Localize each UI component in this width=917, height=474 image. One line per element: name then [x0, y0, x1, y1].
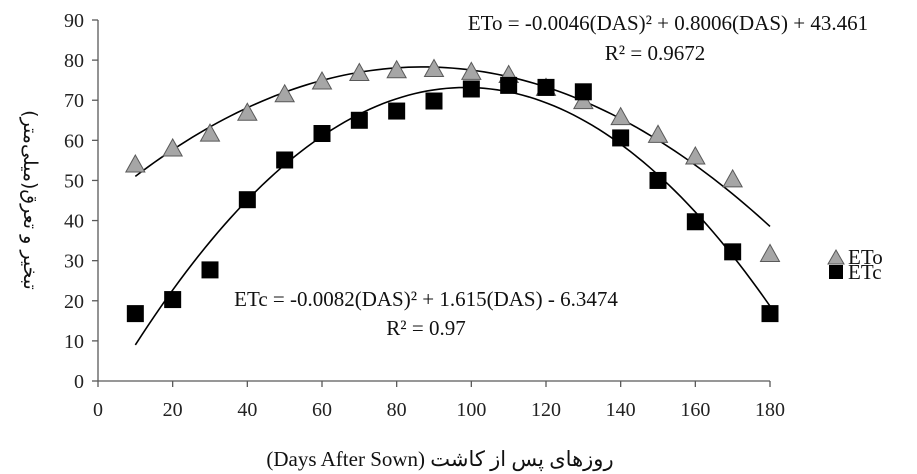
eto-data-point	[647, 124, 669, 143]
x-tick-label: 160	[680, 399, 710, 421]
eto-data-point	[386, 59, 408, 79]
etc-data-point	[388, 102, 406, 120]
etc-data-point	[649, 171, 667, 189]
x-tick-labels: 0 20 40 60 80 100 120 140 160 180	[93, 399, 785, 421]
x-tick-label: 60	[312, 399, 332, 421]
eto-data-point	[311, 70, 333, 90]
x-tick-label: 20	[163, 399, 183, 421]
x-tick-label: 180	[755, 399, 785, 421]
eto-data-point	[684, 145, 706, 165]
eto-data-point	[162, 137, 184, 157]
etc-data-point	[574, 83, 592, 101]
etc-equation: ETc = -0.0082(DAS)² + 1.615(DAS) - 6.347…	[234, 287, 618, 311]
y-tick-label: 80	[64, 50, 84, 72]
etc-data-point	[425, 92, 443, 110]
eto-data-point	[610, 106, 632, 126]
eto-data-point	[759, 243, 781, 262]
eto-data-point	[348, 62, 370, 82]
etc-data-point	[126, 305, 144, 323]
legend-etc-label: ETc	[848, 260, 882, 284]
y-tick-labels: 0 10 20 30 40 50 60 70 80 90	[64, 10, 84, 393]
etc-data-point	[201, 261, 219, 279]
etc-data-point	[537, 78, 555, 96]
etc-data-point	[164, 291, 182, 309]
etc-data-point	[686, 213, 704, 231]
etc-data-point	[313, 125, 331, 143]
y-tick-label: 90	[64, 10, 84, 32]
etc-data-point	[500, 76, 518, 94]
eto-data-point	[423, 58, 445, 78]
eto-data-point	[722, 168, 744, 188]
y-tick-label: 30	[64, 251, 84, 273]
eto-data-point	[236, 102, 258, 121]
etc-data-point	[724, 243, 742, 261]
x-axis-label: روزهای پس از کاشت (Days After Sown)	[266, 447, 613, 472]
y-tick-label: 70	[64, 90, 84, 112]
etc-data-point	[612, 129, 630, 147]
etc-data-point	[350, 111, 368, 129]
etc-data-point	[238, 191, 256, 209]
x-tick-label: 140	[606, 399, 636, 421]
eto-equation: ETo = -0.0046(DAS)² + 0.8006(DAS) + 43.4…	[468, 11, 868, 35]
eto-trendline	[134, 66, 771, 228]
etc-data-point	[462, 80, 480, 98]
legend: ETo ETc	[827, 245, 883, 284]
legend-etc-square-marker	[829, 265, 843, 279]
y-tick-label: 20	[64, 291, 84, 313]
etc-r2: R² = 0.97	[386, 316, 465, 340]
etc-data-point	[761, 305, 779, 323]
eto-r2: R² = 0.9672	[605, 41, 705, 65]
y-tick-label: 50	[64, 170, 84, 192]
eto-data-point	[199, 123, 221, 142]
axes	[92, 19, 771, 387]
x-tick-label: 100	[456, 399, 486, 421]
y-tick-label: 40	[64, 211, 84, 233]
x-tick-label: 120	[531, 399, 561, 421]
eto-data-point	[124, 153, 146, 173]
data-points	[124, 58, 781, 323]
y-tick-label: 10	[64, 331, 84, 353]
y-tick-label: 0	[74, 371, 84, 393]
eto-data-point	[274, 83, 296, 103]
x-tick-label: 40	[237, 399, 257, 421]
y-axis-label: تبخیر و تعرق(میلی‌متر)	[19, 110, 41, 290]
legend-eto-label: ETo	[848, 245, 883, 269]
eto-data-point	[460, 61, 482, 80]
etc-data-point	[276, 151, 294, 169]
y-tick-label: 60	[64, 130, 84, 152]
x-tick-label: 80	[387, 399, 407, 421]
legend-eto-triangle-marker	[827, 248, 845, 265]
x-tick-label: 0	[93, 399, 103, 421]
